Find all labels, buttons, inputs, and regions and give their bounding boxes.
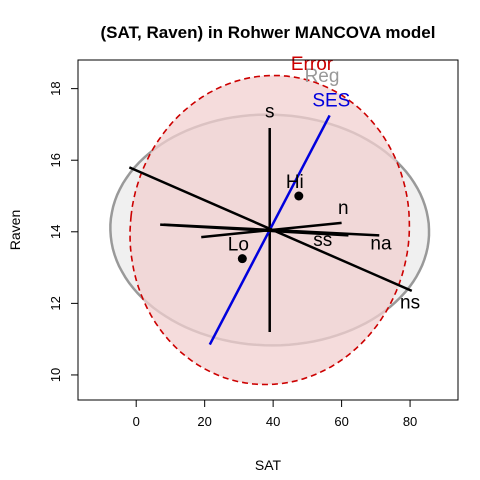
vector-label-s: s — [265, 101, 275, 122]
plot-frame — [77, 59, 459, 401]
x-axis-label: SAT — [255, 457, 282, 473]
x-axis: 0 20 40 60 80 — [133, 400, 417, 429]
x-tick-label: 40 — [266, 414, 280, 429]
point-label-hi: Hi — [286, 172, 304, 193]
x-tick-label: 20 — [197, 414, 211, 429]
y-tick-label: 12 — [48, 296, 63, 310]
vector-label-ss: ss — [313, 230, 332, 251]
vector-label-na: na — [370, 234, 392, 255]
point-lo — [237, 254, 247, 264]
chart-title: (SAT, Raven) in Rohwer MANCOVA model — [101, 23, 436, 42]
y-tick-label: 14 — [48, 225, 63, 239]
vector-ns — [128, 166, 413, 292]
x-tick-label: 60 — [334, 414, 348, 429]
vector-label-n: n — [338, 198, 349, 219]
y-tick-label: 18 — [48, 81, 63, 95]
x-tick-label: 0 — [133, 414, 140, 429]
vector-label-ns: ns — [400, 293, 420, 314]
y-tick-label: 10 — [48, 368, 63, 382]
x-tick-label: 80 — [403, 414, 417, 429]
point-label-lo: Lo — [228, 235, 249, 256]
ellipse-label-reg: Reg — [305, 66, 340, 87]
vector-label-ses: SES — [312, 91, 350, 112]
y-tick-label: 16 — [48, 153, 63, 167]
ellipse-label-error: Error — [291, 54, 334, 75]
point-hi — [294, 191, 304, 201]
y-axis: 10 12 14 16 18 — [48, 81, 78, 382]
y-axis-label: Raven — [7, 210, 23, 250]
